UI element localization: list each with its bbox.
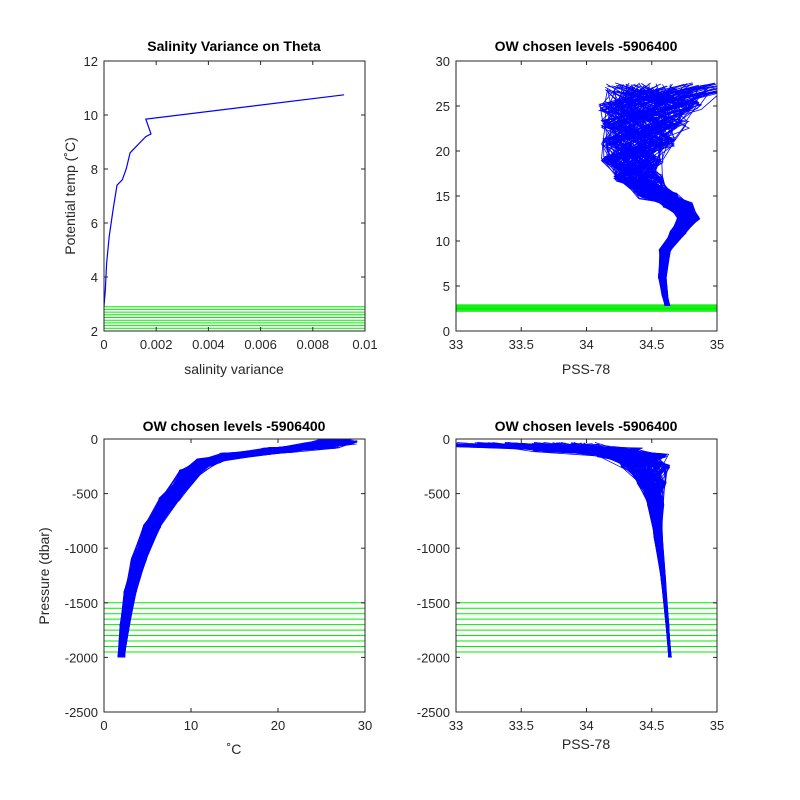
y-tick-label: -1500 (417, 596, 450, 611)
x-tick-label: 0.01 (352, 337, 377, 352)
panel-ow-pressure-salinity: OW chosen levels -5906400 PSS-78 33 33.5 3… (417, 418, 724, 752)
chosen-levels (456, 602, 717, 653)
panel2-title: OW chosen levels -5906400 (495, 38, 678, 54)
profile-line (104, 94, 345, 307)
x-tick-label: 34.5 (639, 718, 664, 733)
panel1-plot: 0 0.002 0.004 0.006 0.008 0.01 2 4 6 8 10 12 (84, 54, 378, 352)
profile-line (601, 84, 690, 306)
axes-box (103, 438, 366, 713)
y-tick-label: 30 (436, 54, 450, 69)
axes-box (103, 60, 366, 332)
panel-ow-pressure-temp: OW chosen levels -5906400 ˚C Pressure (d… (36, 418, 372, 757)
x-tick-label: 33 (449, 337, 463, 352)
x-tick-label: 0.002 (140, 337, 173, 352)
y-tick-label: -1000 (417, 541, 450, 556)
panel4-xlabel: PSS-78 (562, 736, 610, 752)
panel2-plot: 33 33.5 34 34.5 35 0 5 10 15 20 25 30 (436, 54, 725, 352)
chosen-levels (104, 602, 365, 653)
profile-line (607, 83, 696, 306)
panel-ow-theta-salinity: OW chosen levels -5906400 PSS-78 33 33.5 3… (436, 38, 725, 377)
x-tick-label: 30 (358, 718, 372, 733)
panel3-plot: 0 10 20 30 -2500 -2000 -1500 -1000 -500 0 (65, 432, 372, 733)
chosen-levels (456, 304, 717, 312)
y-tick-label: 5 (443, 279, 450, 294)
x-tick-label: 34.5 (639, 337, 664, 352)
y-tick-label: -2500 (417, 705, 450, 720)
y-tick-label: 8 (91, 162, 98, 177)
y-tick-label: -500 (72, 487, 98, 502)
y-tick-label: 25 (436, 99, 450, 114)
profile-line (625, 90, 695, 306)
y-tick-label: 20 (436, 144, 450, 159)
profile-line (520, 445, 670, 658)
series-group (456, 441, 672, 658)
y-tick-label: 0 (91, 432, 98, 447)
y-tick-label: -2000 (417, 650, 450, 665)
x-tick-label: 35 (710, 718, 724, 733)
x-tick-label: 20 (271, 718, 285, 733)
y-tick-label: -500 (424, 487, 450, 502)
x-tick-label: 33.5 (509, 337, 534, 352)
panel3-title: OW chosen levels -5906400 (143, 418, 326, 434)
y-tick-label: 6 (91, 216, 98, 231)
series-group (597, 82, 717, 307)
x-tick-label: 0.008 (297, 337, 330, 352)
y-tick-label: 10 (436, 234, 450, 249)
panel4-plot: 33 33.5 34 34.5 35 -2500 -2000 -1500 -1000 -500 0 (417, 432, 724, 733)
x-tick-label: 34 (579, 718, 593, 733)
y-tick-label: 0 (443, 432, 450, 447)
profile-line (608, 92, 701, 306)
profile-line (601, 92, 697, 307)
x-tick-label: 0 (100, 718, 107, 733)
y-tick-label: -2500 (65, 705, 98, 720)
profile-line (118, 441, 333, 658)
y-tick-label: 0 (443, 324, 450, 339)
panel-salinity-variance: Salinity Variance on Theta salinity vari… (62, 38, 378, 377)
series-group (104, 94, 345, 307)
y-tick-label: -2000 (65, 650, 98, 665)
panel4-title: OW chosen levels -5906400 (495, 418, 678, 434)
x-tick-label: 0.004 (192, 337, 225, 352)
chosen-levels (104, 306, 365, 331)
y-tick-label: 10 (84, 108, 98, 123)
x-tick-label: 33.5 (509, 718, 534, 733)
y-tick-label: 15 (436, 189, 450, 204)
panel1-ylabel: Potential temp (˚C) (62, 137, 78, 254)
y-tick-label: -1500 (65, 596, 98, 611)
panel2-xlabel: PSS-78 (562, 361, 610, 377)
panel3-ylabel: Pressure (dbar) (36, 527, 52, 624)
profile-line (492, 443, 670, 658)
series-group (117, 439, 358, 658)
profile-line (122, 444, 352, 658)
y-tick-label: 4 (91, 270, 98, 285)
panel1-xlabel: salinity variance (184, 361, 284, 377)
y-tick-label: 2 (91, 324, 98, 339)
x-tick-label: 0 (100, 337, 107, 352)
panel3-xlabel: ˚C (227, 741, 242, 757)
y-tick-label: 12 (84, 54, 98, 69)
profile-line (563, 446, 671, 658)
x-tick-label: 34 (579, 337, 593, 352)
panel1-title: Salinity Variance on Theta (147, 38, 321, 54)
x-tick-label: 35 (710, 337, 724, 352)
x-tick-label: 0.006 (244, 337, 277, 352)
y-tick-label: -1000 (65, 541, 98, 556)
x-tick-label: 10 (184, 718, 198, 733)
x-tick-label: 33 (449, 718, 463, 733)
profile-line (610, 86, 697, 306)
